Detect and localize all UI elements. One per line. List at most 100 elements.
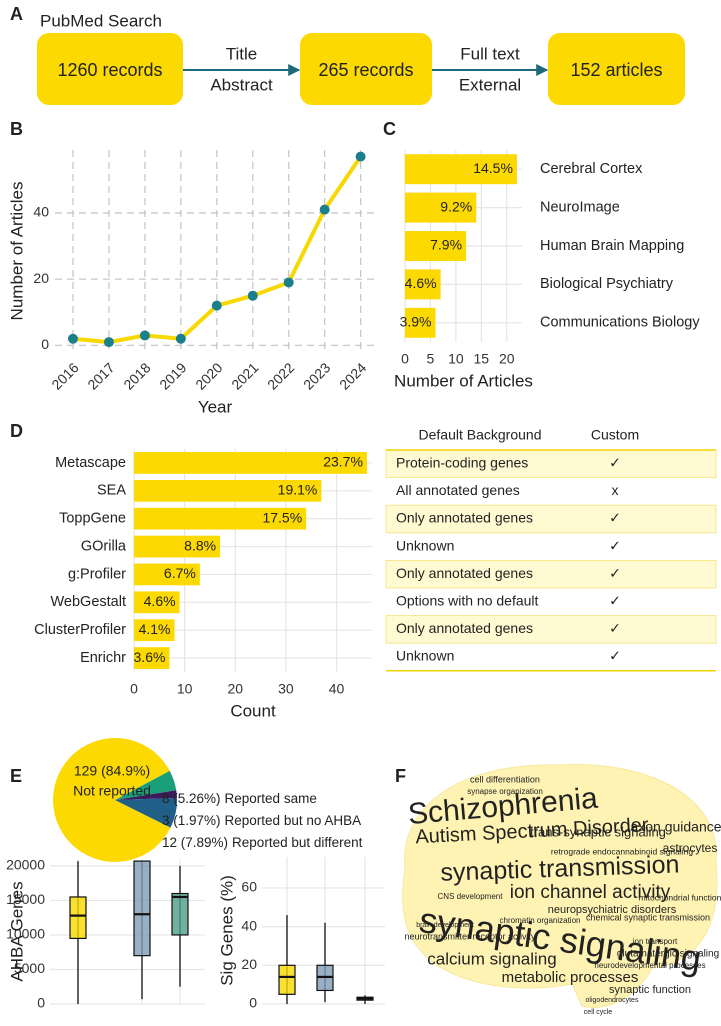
word: chromatin organization bbox=[500, 916, 581, 925]
word: mitochondrial function bbox=[639, 892, 721, 902]
pie-label: Not reported bbox=[73, 783, 151, 799]
y-tick-label: 10000 bbox=[6, 926, 45, 942]
y-tick-label: 40 bbox=[33, 204, 49, 220]
table-cell: Only annotated genes bbox=[396, 620, 533, 636]
pie-label: 12 (7.89%) Reported but different bbox=[162, 835, 363, 850]
pie-label-name: Reported but no AHBA bbox=[225, 813, 362, 828]
bar-label: 4.6% bbox=[405, 275, 437, 291]
bar bbox=[134, 591, 180, 614]
bar-label: 6.7% bbox=[164, 565, 196, 581]
y-tick-label: 20 bbox=[241, 956, 257, 972]
bar bbox=[405, 269, 441, 300]
table-header: Custom bbox=[591, 427, 639, 443]
pie-label-value: 12 (7.89%) bbox=[162, 835, 228, 850]
word: metabolic processes bbox=[502, 969, 639, 986]
x-tick-label: 2023 bbox=[300, 359, 333, 392]
table-cell: Options with no default bbox=[396, 593, 539, 609]
word: astrocytes bbox=[663, 841, 718, 855]
bar-label: 23.7% bbox=[323, 454, 363, 470]
pie-label-name: Reported same bbox=[225, 791, 317, 806]
category-label: ToppGene bbox=[59, 511, 126, 527]
y-tick-label: 60 bbox=[241, 879, 257, 895]
box-body bbox=[69, 896, 87, 940]
x-tick-label: 30 bbox=[278, 681, 294, 697]
pie-label: 8 (5.26%) Reported same bbox=[162, 791, 317, 806]
bar bbox=[134, 563, 200, 586]
x-tick-label: 2020 bbox=[192, 359, 225, 392]
table-cell: ✓ bbox=[609, 593, 621, 609]
table-row-highlight bbox=[385, 504, 717, 534]
y-tick-label: 20000 bbox=[6, 857, 45, 873]
word: neurotransmitter receptor activity bbox=[404, 931, 536, 941]
x-tick-label: 20 bbox=[499, 351, 515, 367]
category-label: GOrilla bbox=[81, 538, 127, 554]
x-tick-label: 2022 bbox=[264, 359, 297, 392]
table-cell: Protein-coding genes bbox=[396, 455, 528, 471]
word: synapse organization bbox=[467, 787, 543, 796]
table-cell: ✓ bbox=[609, 455, 621, 471]
x-axis-title: Count bbox=[230, 701, 276, 720]
flow-node bbox=[37, 33, 183, 105]
x-tick-label: 0 bbox=[130, 681, 138, 697]
word: axon guidance bbox=[630, 819, 721, 835]
box-body bbox=[133, 860, 151, 957]
category-label: Enrichr bbox=[80, 650, 126, 666]
table-row-highlight bbox=[385, 560, 717, 589]
brain-shape bbox=[402, 763, 718, 1008]
bar-label: 3.6% bbox=[134, 649, 166, 665]
flow-node-label: 265 records bbox=[318, 60, 413, 80]
table-row-highlight bbox=[385, 615, 717, 644]
table-row-highlight bbox=[385, 449, 717, 479]
pie-label-name: Reported but different bbox=[232, 835, 363, 850]
table-cell: ✓ bbox=[609, 510, 621, 526]
category-label: ClusterProfiler bbox=[34, 622, 126, 638]
panel-label: B bbox=[10, 119, 23, 139]
y-tick-label: 20 bbox=[33, 270, 49, 286]
data-point bbox=[211, 300, 222, 311]
y-tick-label: 5000 bbox=[14, 960, 45, 976]
bar-label: 14.5% bbox=[473, 160, 513, 176]
bar-label: 3.9% bbox=[400, 314, 432, 330]
flow-edge-label: Full text bbox=[460, 44, 520, 63]
panel-label: F bbox=[395, 766, 406, 786]
flow-edge-label: External bbox=[459, 75, 521, 94]
word: glutamatergic signaling bbox=[617, 949, 719, 960]
x-tick-label: 2024 bbox=[336, 359, 369, 392]
table-cell: Unknown bbox=[396, 537, 454, 553]
bar-label: 4.1% bbox=[139, 621, 171, 637]
data-point bbox=[139, 330, 150, 341]
word: synaptic function bbox=[609, 984, 691, 996]
x-tick-label: 2016 bbox=[48, 359, 81, 392]
x-tick-label: 2018 bbox=[120, 359, 153, 392]
bar bbox=[134, 507, 307, 530]
x-tick-label: 15 bbox=[474, 351, 490, 367]
word: ion transport bbox=[633, 937, 678, 946]
pie-label-value: 3 (1.97%) bbox=[162, 813, 221, 828]
flow-node bbox=[300, 33, 432, 105]
table-cell: Unknown bbox=[396, 648, 454, 664]
table-cell: ✓ bbox=[609, 648, 621, 664]
bar bbox=[134, 619, 175, 642]
word: calcium signaling bbox=[427, 949, 556, 968]
bar bbox=[134, 647, 170, 669]
x-tick-label: 20 bbox=[227, 681, 243, 697]
y-axis-title: AHBA Genes bbox=[7, 881, 26, 981]
panel-label: C bbox=[383, 119, 396, 139]
word: CNS development bbox=[438, 892, 504, 901]
y-axis-title: Sig Genes (%) bbox=[217, 875, 236, 986]
data-point bbox=[67, 333, 78, 344]
word: oligodendrocytes bbox=[586, 997, 639, 1004]
word: retrograde endocannabinoid signaling bbox=[551, 846, 694, 856]
y-tick-label: 0 bbox=[41, 336, 49, 352]
bar bbox=[405, 192, 477, 223]
bar bbox=[134, 479, 322, 502]
word: ion channel activity bbox=[510, 882, 671, 903]
panel-label: E bbox=[10, 766, 22, 786]
flow-edge-label: Abstract bbox=[210, 75, 273, 94]
bar bbox=[405, 307, 436, 338]
flow-edge-label: Title bbox=[226, 44, 258, 63]
x-tick-label: 2021 bbox=[228, 359, 261, 392]
category-label: g:Profiler bbox=[68, 566, 126, 582]
category-label: Human Brain Mapping bbox=[540, 238, 684, 254]
